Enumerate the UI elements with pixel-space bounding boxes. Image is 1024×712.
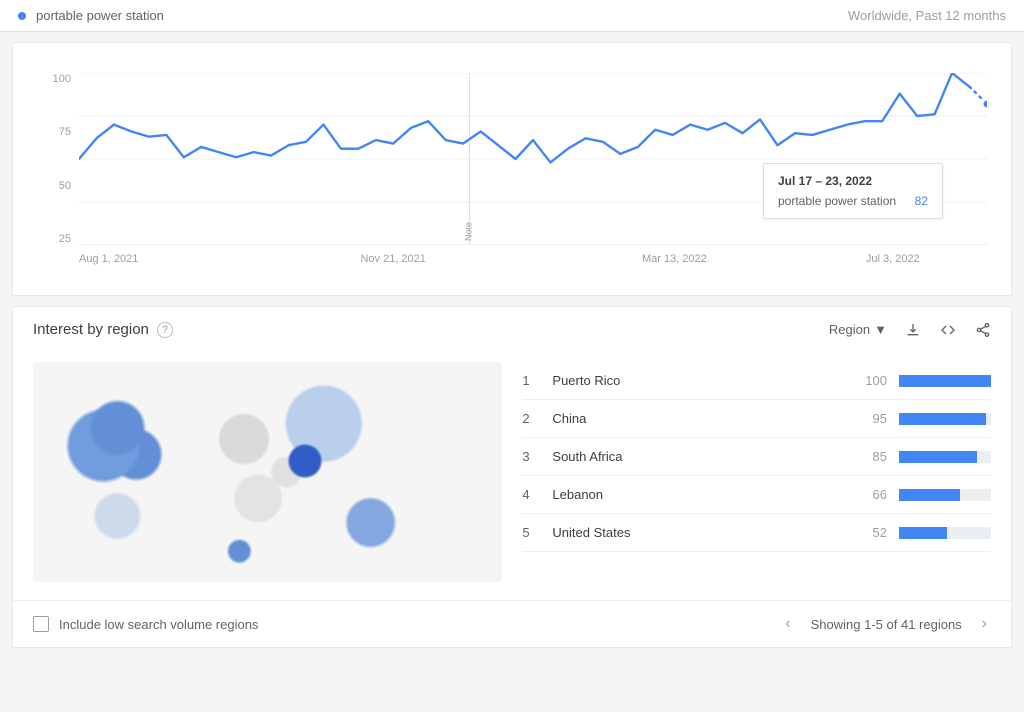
region-title-wrap: Interest by region ? xyxy=(33,321,173,338)
interest-over-time-card: 100 75 50 25 Note Aug 1, 2021 Nov 21, 2021 Ma… xyxy=(12,42,1012,296)
region-header: Interest by region ? Region ▼ xyxy=(13,307,1011,352)
x-axis-labels: Aug 1, 2021 Nov 21, 2021 Mar 13, 2022 Jul 3… xyxy=(79,253,987,273)
region-bar xyxy=(899,413,991,425)
share-icon[interactable] xyxy=(975,322,991,338)
region-body: 1 Puerto Rico 100 2 China 95 3 South Afr… xyxy=(13,352,1011,600)
header-bar: portable power station Worldwide, Past 1… xyxy=(0,0,1024,32)
region-name: United States xyxy=(552,525,847,540)
help-icon[interactable]: ? xyxy=(157,322,173,338)
rank-number: 4 xyxy=(522,487,552,502)
term-dot-icon xyxy=(18,12,26,20)
region-dropdown[interactable]: Region ▼ xyxy=(829,322,887,337)
region-name: Puerto Rico xyxy=(552,373,847,388)
next-page-button[interactable]: › xyxy=(978,615,991,633)
region-row[interactable]: 5 United States 52 xyxy=(522,514,991,552)
embed-icon[interactable] xyxy=(939,322,957,338)
region-value: 85 xyxy=(847,449,887,464)
region-value: 52 xyxy=(847,525,887,540)
x-tick-label: Mar 13, 2022 xyxy=(642,253,707,265)
tooltip-value: 82 xyxy=(915,194,928,208)
region-value: 66 xyxy=(847,487,887,502)
region-bar xyxy=(899,451,991,463)
x-tick-label: Aug 1, 2021 xyxy=(79,253,138,265)
y-tick-label: 50 xyxy=(59,180,71,192)
region-value: 100 xyxy=(847,373,887,388)
region-row[interactable]: 3 South Africa 85 xyxy=(522,438,991,476)
rank-number: 1 xyxy=(522,373,552,388)
pagination-label: Showing 1-5 of 41 regions xyxy=(811,617,962,632)
region-actions: Region ▼ xyxy=(829,322,991,338)
region-row[interactable]: 4 Lebanon 66 xyxy=(522,476,991,514)
term-label: portable power station xyxy=(36,8,164,23)
region-ranking-list: 1 Puerto Rico 100 2 China 95 3 South Afr… xyxy=(522,362,991,582)
download-icon[interactable] xyxy=(905,322,921,338)
rank-number: 3 xyxy=(522,449,552,464)
footer-right: ‹ Showing 1-5 of 41 regions › xyxy=(781,615,991,633)
world-map[interactable] xyxy=(33,362,502,582)
region-name: South Africa xyxy=(552,449,847,464)
rank-number: 2 xyxy=(522,411,552,426)
region-dropdown-label: Region xyxy=(829,322,870,337)
x-tick-label: Nov 21, 2021 xyxy=(360,253,425,265)
region-row[interactable]: 1 Puerto Rico 100 xyxy=(522,362,991,400)
plot-area: Note xyxy=(79,73,987,245)
region-bar xyxy=(899,489,991,501)
tooltip-date: Jul 17 – 23, 2022 xyxy=(778,174,928,188)
region-title: Interest by region xyxy=(33,321,149,338)
region-bar xyxy=(899,527,991,539)
footer-left: Include low search volume regions xyxy=(33,616,258,632)
region-row[interactable]: 2 China 95 xyxy=(522,400,991,438)
rank-number: 5 xyxy=(522,525,552,540)
low-volume-label: Include low search volume regions xyxy=(59,617,258,632)
x-tick-label: Jul 3, 2022 xyxy=(866,253,920,265)
region-name: China xyxy=(552,411,847,426)
svg-text:Note: Note xyxy=(463,222,473,241)
region-name: Lebanon xyxy=(552,487,847,502)
line-chart: 100 75 50 25 Note Aug 1, 2021 Nov 21, 2021 Ma… xyxy=(37,73,987,273)
y-tick-label: 100 xyxy=(53,73,71,85)
map-column xyxy=(33,362,502,582)
region-bar xyxy=(899,375,991,387)
tooltip-term: portable power station xyxy=(778,194,896,208)
prev-page-button[interactable]: ‹ xyxy=(781,615,794,633)
region-footer: Include low search volume regions ‹ Show… xyxy=(13,600,1011,647)
scope-label: Worldwide, Past 12 months xyxy=(848,8,1006,23)
y-axis-labels: 100 75 50 25 xyxy=(37,73,71,245)
term-legend: portable power station xyxy=(18,8,164,23)
region-value: 95 xyxy=(847,411,887,426)
y-tick-label: 25 xyxy=(59,233,71,245)
interest-by-region-card: Interest by region ? Region ▼ 1 Puerto R… xyxy=(12,306,1012,648)
chart-tooltip: Jul 17 – 23, 2022 portable power station… xyxy=(763,163,943,219)
chevron-down-icon: ▼ xyxy=(874,322,887,337)
low-volume-checkbox[interactable] xyxy=(33,616,49,632)
y-tick-label: 75 xyxy=(59,126,71,138)
